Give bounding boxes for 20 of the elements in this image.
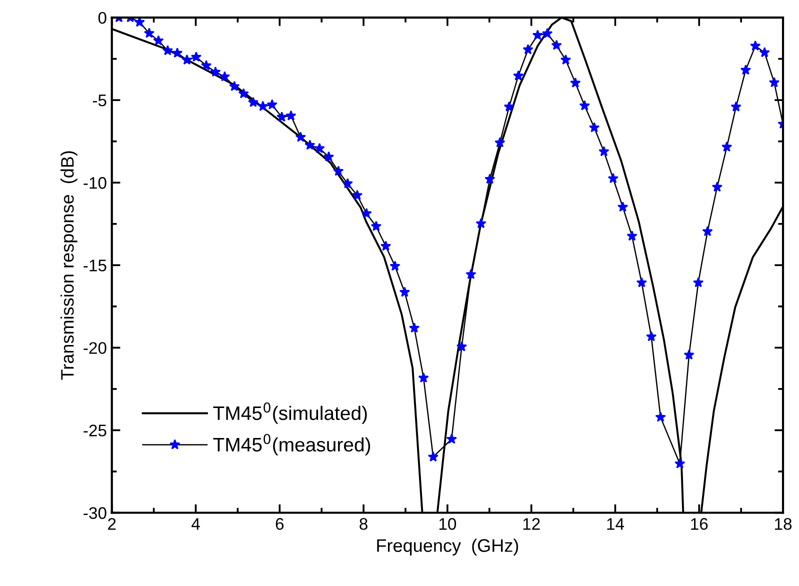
x-tick-label: 18 (775, 518, 792, 530)
legend-label: TM45$^{0}$(measured) (213, 434, 370, 456)
x-tick-label: 8 (360, 518, 368, 530)
x-tick-label: 14 (607, 518, 624, 530)
y-tick-label: 0 (98, 12, 106, 24)
y-tick-label: -20 (84, 342, 106, 354)
x-tick-label: 4 (192, 518, 200, 530)
x-tick-label: 12 (523, 518, 540, 530)
y-tick-label: -15 (84, 260, 106, 272)
y-axis-title: Transmission response (dB) (60, 151, 78, 380)
y-tick-label: -30 (84, 507, 106, 519)
y-tick-label: -25 (84, 424, 106, 436)
x-tick-label: 10 (439, 518, 456, 530)
x-axis-title: Frequency (GHz) (377, 538, 518, 556)
y-tick-label: -5 (92, 94, 106, 106)
x-tick-label: 6 (276, 518, 284, 530)
y-tick-label: -10 (84, 177, 106, 189)
x-tick-label: 16 (691, 518, 708, 530)
legend-label: TM45$^{0}$(simulated) (213, 402, 367, 424)
x-tick-label: 2 (108, 518, 116, 530)
